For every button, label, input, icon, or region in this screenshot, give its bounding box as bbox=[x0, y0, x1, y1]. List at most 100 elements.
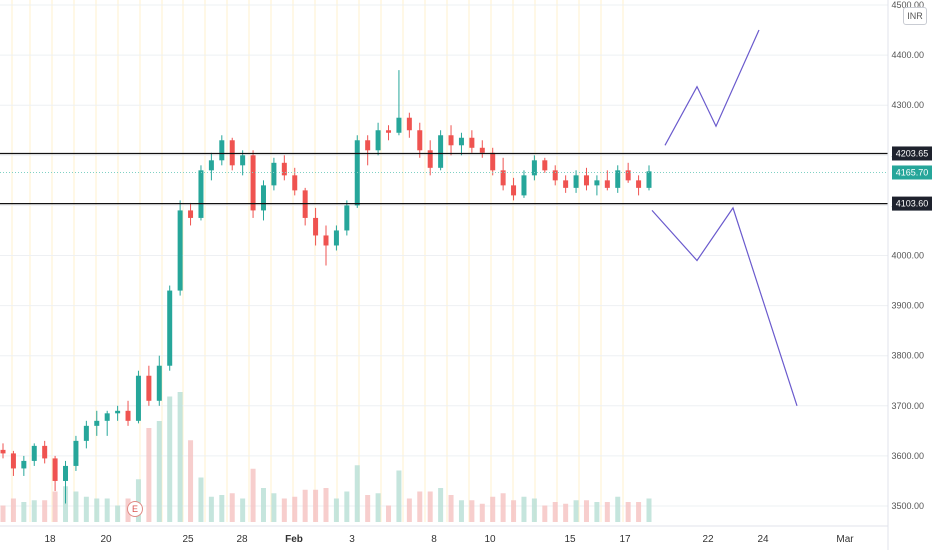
projection-path-1[interactable] bbox=[651, 206, 798, 406]
candle-body-28 bbox=[292, 175, 298, 191]
candle-body-8 bbox=[83, 425, 89, 441]
volume-bar-7 bbox=[73, 491, 79, 522]
level-badge-label-1: 4165.70 bbox=[896, 167, 929, 177]
price-tick-label: 3800.00 bbox=[891, 351, 924, 361]
volume-bar-35 bbox=[365, 495, 371, 522]
volume-bar-47 bbox=[490, 496, 496, 522]
volume-bar-21 bbox=[219, 495, 225, 522]
date-tick-label: Mar bbox=[836, 534, 854, 545]
volume-bar-49 bbox=[511, 500, 517, 522]
volume-bar-50 bbox=[521, 496, 527, 522]
candle-body-59 bbox=[615, 170, 621, 188]
candle-body-51 bbox=[531, 160, 537, 176]
volume-bar-29 bbox=[302, 489, 308, 522]
candle-body-42 bbox=[438, 135, 444, 168]
volume-bar-10 bbox=[104, 498, 110, 522]
candle-body-37 bbox=[386, 130, 392, 133]
volume-bar-5 bbox=[52, 491, 58, 522]
price-tick-label: 4500.00 bbox=[891, 0, 924, 10]
candle-body-52 bbox=[542, 160, 548, 171]
candle-body-46 bbox=[479, 147, 485, 153]
volume-bar-48 bbox=[500, 493, 506, 522]
level-badge-label-0: 4203.65 bbox=[896, 148, 929, 158]
candle-body-11 bbox=[115, 410, 121, 414]
candle-body-24 bbox=[250, 155, 256, 211]
date-tick-label: 22 bbox=[702, 534, 714, 545]
session-highlights bbox=[11, 0, 624, 522]
volume-bar-55 bbox=[573, 500, 579, 522]
candle-body-50 bbox=[521, 175, 527, 196]
level-badge-0 bbox=[892, 146, 932, 161]
volume-bar-6 bbox=[63, 486, 69, 522]
volume-bar-58 bbox=[604, 502, 610, 522]
grid-lines bbox=[0, 4, 888, 507]
horizontal-levels bbox=[0, 152, 888, 205]
currency-badge[interactable]: INR bbox=[903, 7, 927, 25]
price-tick-label: 4000.00 bbox=[891, 251, 924, 261]
price-tick-label: 3900.00 bbox=[891, 301, 924, 311]
volume-bar-33 bbox=[344, 491, 350, 522]
volume-bar-34 bbox=[354, 465, 360, 522]
date-tick-label: 15 bbox=[564, 534, 576, 545]
volume-bar-8 bbox=[83, 496, 89, 522]
event-marker-label: E bbox=[131, 504, 138, 514]
price-axis: 4500.004400.004300.004200.004100.004000.… bbox=[887, 0, 932, 550]
candle-body-2 bbox=[21, 460, 27, 469]
price-tick-label: 3500.00 bbox=[891, 501, 924, 511]
candle-body-47 bbox=[490, 152, 496, 171]
candle-body-44 bbox=[458, 137, 464, 146]
candle-body-20 bbox=[208, 160, 214, 171]
candle-body-48 bbox=[500, 170, 506, 186]
candle-body-35 bbox=[365, 140, 371, 151]
projection-path-0[interactable] bbox=[664, 29, 760, 146]
volume-bar-18 bbox=[188, 440, 194, 522]
volume-bar-36 bbox=[375, 493, 381, 522]
volume-bar-42 bbox=[438, 488, 444, 522]
candle-body-36 bbox=[375, 130, 381, 151]
level-badge-1 bbox=[892, 165, 932, 180]
volume-bar-27 bbox=[281, 498, 287, 522]
volume-bar-61 bbox=[636, 502, 642, 522]
volume-bar-54 bbox=[563, 503, 569, 522]
candle-body-39 bbox=[406, 117, 412, 131]
date-tick-label: 25 bbox=[182, 534, 194, 545]
volume-bar-26 bbox=[271, 493, 277, 522]
candle-body-12 bbox=[125, 410, 131, 421]
candle-body-0 bbox=[0, 449, 6, 454]
candles bbox=[0, 70, 652, 504]
date-tick-label: Feb bbox=[285, 534, 303, 545]
candle-body-56 bbox=[583, 175, 589, 186]
date-tick-label: 8 bbox=[431, 534, 437, 545]
candle-body-21 bbox=[219, 140, 225, 161]
candle-body-53 bbox=[552, 170, 558, 181]
candle-body-15 bbox=[156, 365, 162, 401]
candle-body-33 bbox=[344, 205, 350, 231]
volume-bar-20 bbox=[208, 496, 214, 522]
volume-bar-31 bbox=[323, 488, 329, 522]
volume-bars bbox=[0, 392, 652, 522]
date-tick-label: 3 bbox=[349, 534, 355, 545]
date-axis: 18 20 25 28 Feb 3 8 10 15 17 22 24 Mar bbox=[0, 525, 888, 545]
volume-bar-62 bbox=[646, 498, 652, 522]
candle-body-32 bbox=[333, 230, 339, 246]
volume-bar-60 bbox=[625, 502, 631, 522]
candle-body-1 bbox=[10, 453, 16, 469]
earnings-event-marker[interactable]: E bbox=[127, 501, 143, 517]
candle-body-7 bbox=[73, 440, 79, 466]
price-tick-label: 3600.00 bbox=[891, 451, 924, 461]
date-tick-label: 28 bbox=[236, 534, 248, 545]
candle-body-26 bbox=[271, 162, 277, 186]
volume-bar-57 bbox=[594, 502, 600, 522]
date-tick-label: 18 bbox=[44, 534, 56, 545]
candle-body-31 bbox=[323, 235, 329, 246]
volume-bar-28 bbox=[292, 496, 298, 522]
candle-body-17 bbox=[177, 210, 183, 291]
candle-body-25 bbox=[260, 185, 266, 211]
volume-bar-16 bbox=[167, 396, 173, 522]
date-tick-label: 24 bbox=[757, 534, 769, 545]
candle-body-45 bbox=[469, 137, 475, 148]
candle-body-16 bbox=[167, 290, 173, 366]
candle-body-9 bbox=[94, 420, 100, 426]
